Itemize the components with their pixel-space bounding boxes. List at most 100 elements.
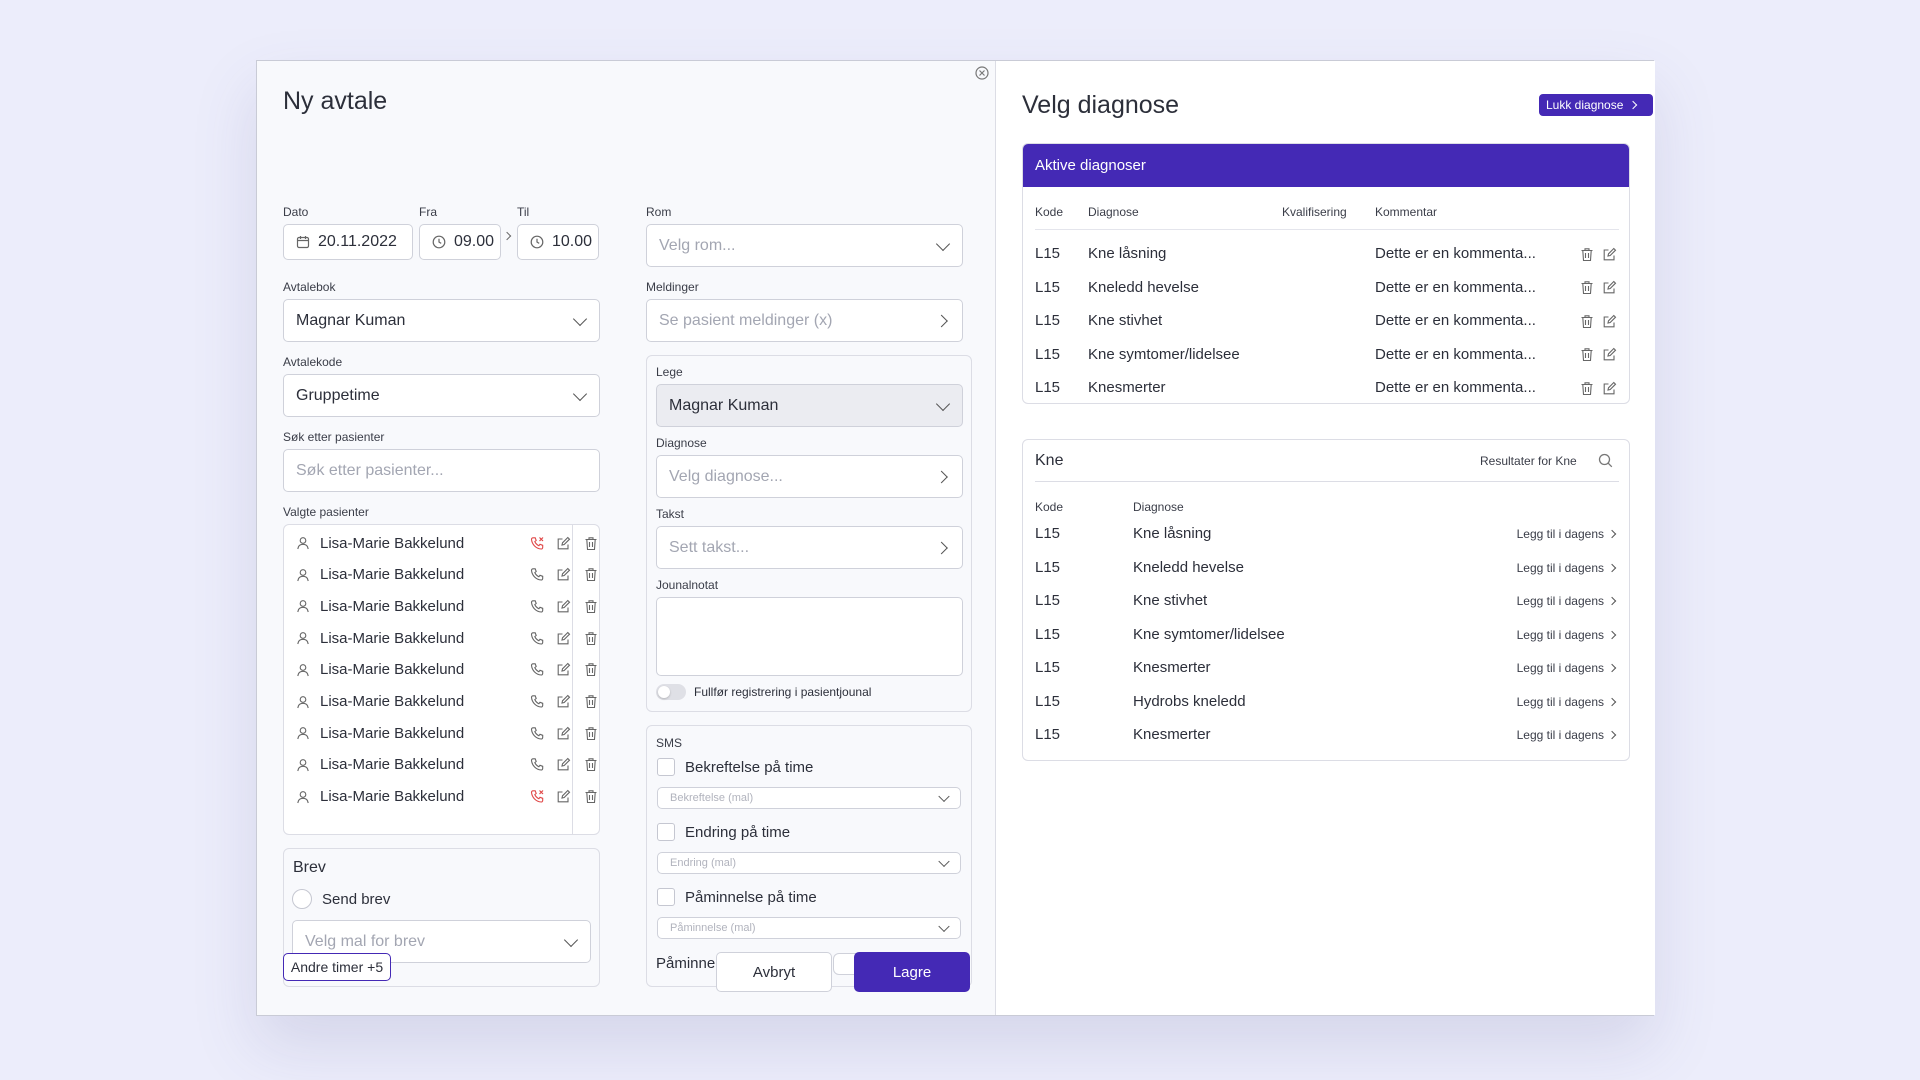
edit-icon[interactable] [555, 567, 571, 583]
result-row[interactable]: L15 Hydrobs kneledd Legg til i dagens [1023, 693, 1629, 713]
edit-icon[interactable] [1601, 347, 1617, 363]
patient-row[interactable]: Lisa-Marie Bakkelund [296, 692, 599, 712]
from-time-field[interactable]: 09.00 [419, 224, 501, 260]
date-field[interactable]: 20.11.2022 [283, 224, 413, 260]
diagnosis-label: Diagnose [656, 436, 707, 450]
send-letter-option[interactable]: Send brev [292, 889, 390, 909]
phone-icon[interactable] [529, 694, 545, 710]
complete-registration-toggle[interactable]: Fullfør registrering i pasientjounal [656, 684, 871, 700]
trash-icon[interactable] [1579, 246, 1595, 262]
appointment-window: Ny avtale Dato 20.11.2022 Fra 09.00 Til … [256, 60, 1655, 1016]
trash-icon[interactable] [1579, 380, 1595, 396]
add-to-today-button[interactable]: Legg til i dagens [1517, 527, 1617, 541]
sms-change-option[interactable]: Endring på time [657, 823, 790, 841]
from-label: Fra [419, 205, 437, 219]
add-to-today-button[interactable]: Legg til i dagens [1517, 628, 1617, 642]
edit-icon[interactable] [555, 662, 571, 678]
edit-icon[interactable] [1601, 246, 1617, 262]
sms-change-template-select[interactable]: Endring (mal) [657, 852, 961, 874]
trash-icon[interactable] [1579, 347, 1595, 363]
active-diagnosis-row[interactable]: L15 Kne stivhet Dette er en kommenta... [1023, 312, 1629, 332]
active-diagnosis-row[interactable]: L15 Kne låsning Dette er en kommenta... [1023, 245, 1629, 265]
journal-textarea[interactable] [656, 597, 963, 676]
trash-icon[interactable] [583, 598, 599, 614]
add-to-today-button[interactable]: Legg til i dagens [1517, 561, 1617, 575]
trash-icon[interactable] [583, 725, 599, 741]
phone-icon[interactable] [529, 598, 545, 614]
phone-icon[interactable] [529, 567, 545, 583]
edit-icon[interactable] [555, 535, 571, 551]
result-row[interactable]: L15 Kne låsning Legg til i dagens [1023, 525, 1629, 545]
phone-icon[interactable] [529, 725, 545, 741]
sms-reminder-template-select[interactable]: Påminnelse (mal) [657, 917, 961, 939]
sms-reminder-checkbox[interactable] [657, 888, 675, 906]
trash-icon[interactable] [583, 630, 599, 646]
save-button[interactable]: Lagre [854, 952, 970, 992]
trash-icon[interactable] [1579, 313, 1595, 329]
edit-icon[interactable] [1601, 280, 1617, 296]
patient-row[interactable]: Lisa-Marie Bakkelund [296, 628, 599, 648]
trash-icon[interactable] [583, 789, 599, 805]
diagnosis-search-input[interactable]: Kne [1035, 452, 1064, 469]
active-diagnosis-row[interactable]: L15 Kne symtomer/lidelsee Dette er en komm… [1023, 346, 1629, 366]
phone-icon[interactable] [529, 662, 545, 678]
phone-blocked-icon[interactable] [529, 535, 545, 551]
patient-row[interactable]: Lisa-Marie Bakkelund [296, 596, 599, 616]
phone-icon[interactable] [529, 630, 545, 646]
edit-icon[interactable] [555, 725, 571, 741]
sms-change-checkbox[interactable] [657, 823, 675, 841]
trash-icon[interactable] [583, 567, 599, 583]
add-to-today-button[interactable]: Legg til i dagens [1517, 728, 1617, 742]
search-icon[interactable] [1598, 453, 1613, 468]
sms-confirmation-template-select[interactable]: Bekreftelse (mal) [657, 787, 961, 809]
sms-reminder-option[interactable]: Påminnelse på time [657, 888, 817, 906]
edit-icon[interactable] [555, 598, 571, 614]
active-diagnosis-row[interactable]: L15 Kneledd hevelse Dette er en kommenta..… [1023, 279, 1629, 299]
room-select[interactable]: Velg rom... [646, 224, 963, 267]
sms-confirmation-checkbox[interactable] [657, 758, 675, 776]
edit-icon[interactable] [555, 789, 571, 805]
to-time-field[interactable]: 10.00 [517, 224, 599, 260]
trash-icon[interactable] [1579, 280, 1595, 296]
search-patients-input[interactable]: Søk etter pasienter... [283, 449, 600, 492]
toggle-switch[interactable] [656, 684, 686, 700]
cancel-button[interactable]: Avbryt [716, 952, 832, 992]
close-diagnosis-button[interactable]: Lukk diagnose [1539, 94, 1653, 116]
result-row[interactable]: L15 Knesmerter Legg til i dagens [1023, 726, 1629, 746]
appointment-book-select[interactable]: Magnar Kuman [283, 299, 600, 342]
appointment-code-select[interactable]: Gruppetime [283, 374, 600, 417]
add-to-today-button[interactable]: Legg til i dagens [1517, 661, 1617, 675]
phone-blocked-icon[interactable] [529, 789, 545, 805]
patient-row[interactable]: Lisa-Marie Bakkelund [296, 565, 599, 585]
doctor-select[interactable]: Magnar Kuman [656, 384, 963, 427]
sms-confirmation-option[interactable]: Bekreftelse på time [657, 758, 813, 776]
edit-icon[interactable] [1601, 313, 1617, 329]
patient-row[interactable]: Lisa-Marie Bakkelund [296, 787, 599, 807]
diagnosis-field[interactable]: Velg diagnose... [656, 455, 963, 498]
messages-field[interactable]: Se pasient meldinger (x) [646, 299, 963, 342]
edit-icon[interactable] [1601, 380, 1617, 396]
result-row[interactable]: L15 Kne symtomer/lidelsee Legg til i dagen… [1023, 626, 1629, 646]
patient-row[interactable]: Lisa-Marie Bakkelund [296, 660, 599, 680]
result-row[interactable]: L15 Kneledd hevelse Legg til i dagens [1023, 559, 1629, 579]
trash-icon[interactable] [583, 662, 599, 678]
add-to-today-button[interactable]: Legg til i dagens [1517, 594, 1617, 608]
edit-icon[interactable] [555, 757, 571, 773]
trash-icon[interactable] [583, 535, 599, 551]
close-icon[interactable] [975, 66, 989, 80]
result-row[interactable]: L15 Kne stivhet Legg til i dagens [1023, 592, 1629, 612]
fee-field[interactable]: Sett takst... [656, 526, 963, 569]
trash-icon[interactable] [583, 757, 599, 773]
patient-row[interactable]: Lisa-Marie Bakkelund [296, 533, 599, 553]
active-diagnosis-row[interactable]: L15 Knesmerter Dette er en kommenta... [1023, 379, 1629, 399]
result-row[interactable]: L15 Knesmerter Legg til i dagens [1023, 659, 1629, 679]
edit-icon[interactable] [555, 694, 571, 710]
other-appointments-button[interactable]: Andre timer +5 [283, 953, 391, 981]
phone-icon[interactable] [529, 757, 545, 773]
edit-icon[interactable] [555, 630, 571, 646]
patient-row[interactable]: Lisa-Marie Bakkelund [296, 755, 599, 775]
add-to-today-button[interactable]: Legg til i dagens [1517, 695, 1617, 709]
send-letter-radio[interactable] [292, 889, 312, 909]
patient-row[interactable]: Lisa-Marie Bakkelund [296, 723, 599, 743]
trash-icon[interactable] [583, 694, 599, 710]
